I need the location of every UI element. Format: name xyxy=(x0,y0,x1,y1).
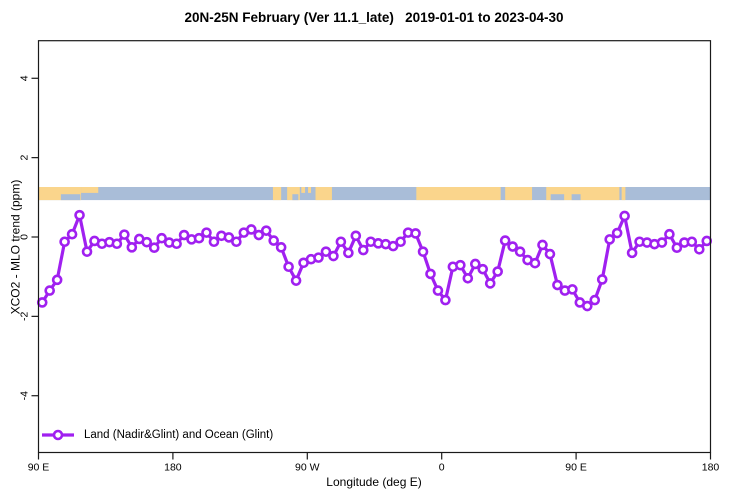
x-axis-ticks: 90 E 180 90 W 0 90 E 180 xyxy=(28,452,720,474)
svg-text:90 W: 90 W xyxy=(295,462,320,474)
svg-text:90 E: 90 E xyxy=(28,462,50,474)
svg-text:180: 180 xyxy=(164,462,182,474)
svg-text:4: 4 xyxy=(19,75,31,81)
svg-text:180: 180 xyxy=(702,462,720,474)
legend-line-symbol xyxy=(42,429,74,441)
svg-text:0: 0 xyxy=(19,234,31,240)
series-line xyxy=(40,213,708,308)
x-axis-title: Longitude (deg E) xyxy=(326,475,422,489)
svg-text:0: 0 xyxy=(439,462,445,474)
series-markers xyxy=(36,209,713,312)
plot-box xyxy=(37,40,712,454)
svg-text:-4: -4 xyxy=(19,391,31,400)
svg-text:-2: -2 xyxy=(19,312,31,321)
chart-title: 20N-25N February (Ver 11.1_late) 2019-01… xyxy=(184,10,564,25)
y-axis-title: XCO2 - MLO trend (ppm) xyxy=(8,179,23,315)
svg-text:90 E: 90 E xyxy=(565,462,587,474)
map-strip xyxy=(38,187,711,201)
legend: Land (Nadir&Glint) and Ocean (Glint) xyxy=(41,428,273,442)
y-axis-ticks: 4 2 0 -2 -4 xyxy=(19,75,39,400)
svg-text:2: 2 xyxy=(19,155,31,161)
legend-label: Land (Nadir&Glint) and Ocean (Glint) xyxy=(84,429,274,441)
